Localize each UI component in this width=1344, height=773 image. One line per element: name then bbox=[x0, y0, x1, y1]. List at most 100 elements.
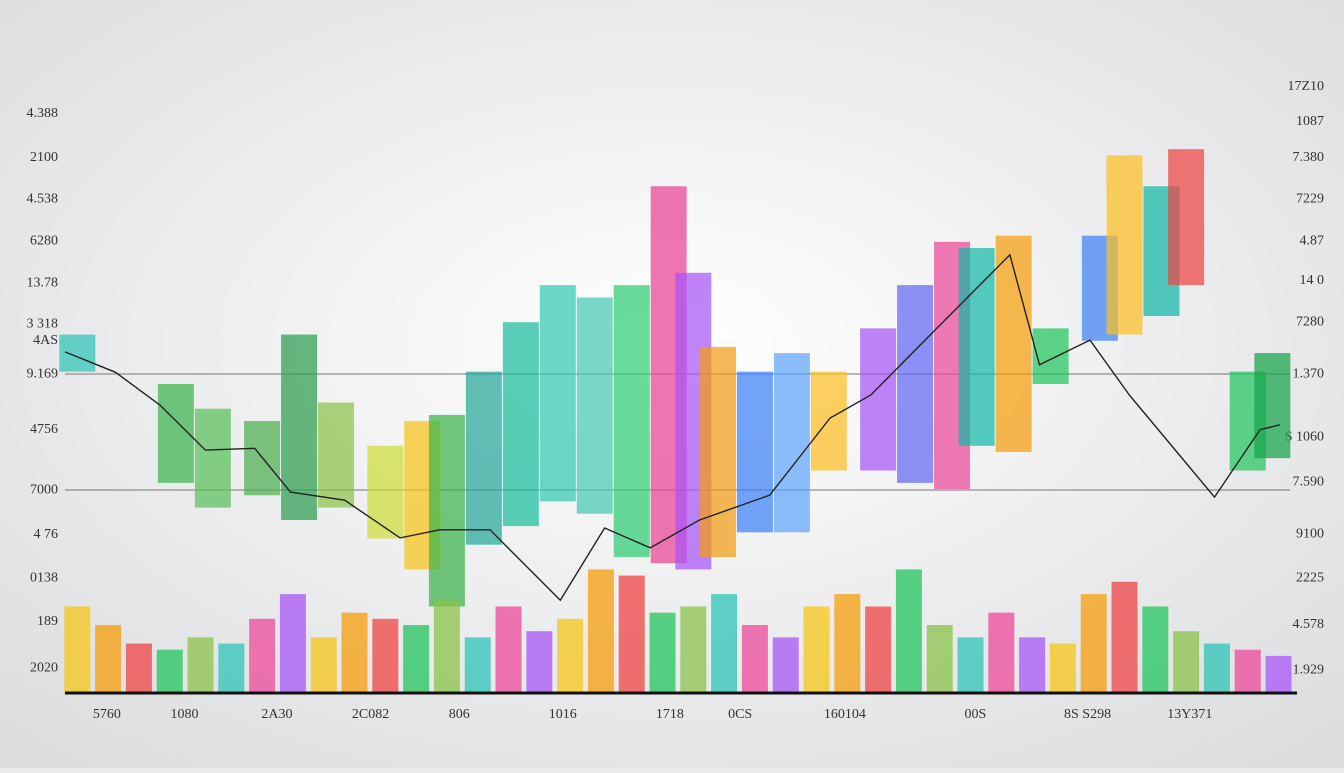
bar bbox=[526, 631, 553, 693]
x-tick-label: 13Y371 bbox=[1167, 707, 1212, 722]
floating-bar bbox=[1168, 149, 1205, 286]
floating-bar bbox=[699, 346, 736, 558]
y-tick-label: 4 76 bbox=[34, 527, 59, 542]
bar bbox=[1234, 649, 1261, 693]
bar bbox=[64, 606, 91, 693]
bar bbox=[557, 618, 584, 693]
bar bbox=[618, 575, 645, 693]
x-tick-label: 00S bbox=[965, 707, 987, 722]
y-tick-label: 3 318 bbox=[27, 316, 59, 331]
y2-tick-label: S 1060 bbox=[1285, 429, 1324, 444]
y-tick-label: 4AS bbox=[33, 333, 58, 348]
y-tick-label: 2100 bbox=[30, 150, 58, 165]
y2-tick-label: 14 0 bbox=[1300, 273, 1325, 288]
x-tick-label: 806 bbox=[449, 707, 470, 722]
bar bbox=[1111, 581, 1138, 693]
y2-tick-label: 7280 bbox=[1296, 314, 1324, 329]
floating-bar bbox=[465, 371, 502, 545]
x-tick-label: 2C082 bbox=[352, 707, 389, 722]
x-tick-label: 0CS bbox=[728, 707, 752, 722]
x-tick-label: 160104 bbox=[824, 707, 866, 722]
floating-bar bbox=[576, 297, 613, 514]
y2-tick-label: 4.87 bbox=[1300, 233, 1325, 248]
floating-bar bbox=[367, 445, 404, 539]
floating-bar bbox=[1254, 353, 1291, 459]
bar bbox=[865, 606, 892, 693]
bar bbox=[1173, 631, 1200, 693]
floating-bar bbox=[995, 235, 1032, 452]
floating-bar bbox=[1032, 328, 1069, 384]
bar bbox=[218, 643, 245, 693]
floating-bar bbox=[59, 334, 96, 372]
floating-bar bbox=[428, 414, 465, 607]
floating-bar bbox=[539, 285, 576, 502]
y-tick-label: 189 bbox=[37, 614, 58, 629]
bar bbox=[803, 606, 830, 693]
y2-tick-label: 1087 bbox=[1296, 114, 1324, 129]
bar bbox=[279, 594, 306, 693]
y2-tick-label: 4.578 bbox=[1293, 617, 1325, 632]
bar bbox=[711, 594, 738, 693]
floating-bar bbox=[860, 328, 897, 471]
x-tick-label: 1080 bbox=[171, 707, 199, 722]
y-tick-label: 4756 bbox=[30, 422, 58, 437]
y2-tick-label: 2225 bbox=[1296, 570, 1324, 585]
x-tick-label: 1016 bbox=[549, 707, 577, 722]
bar bbox=[1265, 655, 1292, 693]
floating-bar bbox=[613, 285, 650, 558]
bar bbox=[249, 618, 276, 693]
bar bbox=[680, 606, 707, 693]
y2-tick-label: 1.370 bbox=[1293, 366, 1325, 381]
bar bbox=[1080, 594, 1107, 693]
y-tick-label: 7000 bbox=[30, 483, 58, 498]
bar bbox=[1019, 637, 1046, 693]
floating-bar bbox=[194, 408, 231, 508]
bar bbox=[125, 643, 152, 693]
bar bbox=[341, 612, 368, 693]
floating-bar bbox=[810, 371, 847, 471]
bar bbox=[587, 569, 614, 693]
bar bbox=[95, 625, 122, 693]
bar bbox=[464, 637, 491, 693]
bar bbox=[1049, 643, 1076, 693]
y2-tick-label: 1.929 bbox=[1293, 662, 1325, 677]
bar bbox=[926, 625, 953, 693]
bar bbox=[403, 625, 430, 693]
bar bbox=[310, 637, 337, 693]
y2-tick-label: 9100 bbox=[1296, 526, 1324, 541]
bar bbox=[495, 606, 522, 693]
bar bbox=[1142, 606, 1169, 693]
bar bbox=[988, 612, 1015, 693]
y2-tick-label: 7.380 bbox=[1293, 150, 1325, 165]
bar bbox=[1203, 643, 1230, 693]
floating-bar bbox=[1106, 155, 1143, 335]
y2-tick-label: 7.590 bbox=[1293, 474, 1325, 489]
bar bbox=[895, 569, 922, 693]
bar bbox=[649, 612, 676, 693]
y-tick-label: 13.78 bbox=[27, 275, 59, 290]
bar bbox=[187, 637, 214, 693]
y2-tick-label: 17Z10 bbox=[1287, 79, 1324, 94]
floating-bar bbox=[736, 371, 773, 533]
y-tick-label: 6280 bbox=[30, 233, 58, 248]
y-tick-label: 4.388 bbox=[27, 106, 59, 121]
y-tick-label: 4.538 bbox=[27, 191, 59, 206]
x-tick-label: 2A30 bbox=[261, 707, 292, 722]
x-tick-label: 5760 bbox=[93, 707, 121, 722]
floating-bar bbox=[281, 334, 318, 520]
bar bbox=[433, 600, 460, 693]
bar bbox=[772, 637, 799, 693]
bar bbox=[957, 637, 984, 693]
bar bbox=[834, 594, 861, 693]
line bbox=[64, 253, 1280, 602]
bar bbox=[156, 649, 183, 693]
y-tick-label: 2020 bbox=[30, 660, 58, 675]
y-tick-label: 0138 bbox=[30, 570, 58, 585]
bar bbox=[741, 625, 768, 693]
x-tick-label: 8S S298 bbox=[1064, 707, 1111, 722]
floating-bar bbox=[773, 353, 810, 533]
floating-bar bbox=[897, 285, 934, 483]
floating-bar bbox=[958, 248, 995, 446]
floating-bar bbox=[502, 322, 539, 527]
